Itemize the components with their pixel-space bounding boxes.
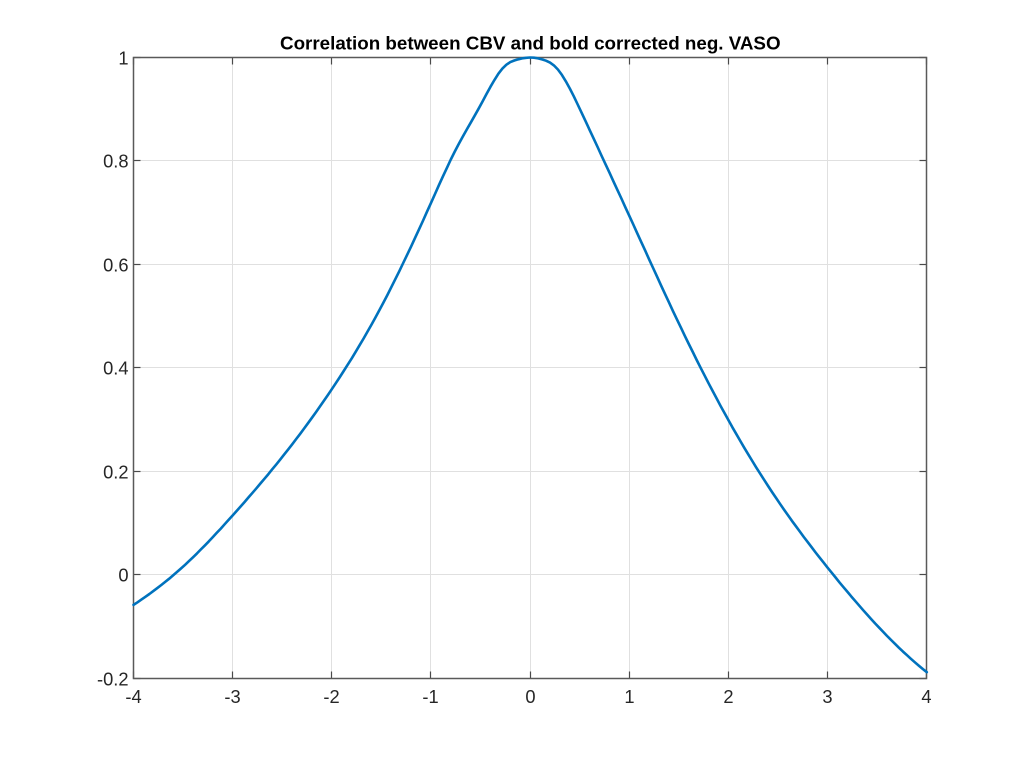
svg-text:0.2: 0.2 xyxy=(103,462,128,483)
svg-text:Correlation between CBV and bo: Correlation between CBV and bold correct… xyxy=(280,32,781,53)
svg-text:4: 4 xyxy=(921,686,931,707)
svg-text:0.8: 0.8 xyxy=(103,151,128,172)
svg-text:0.4: 0.4 xyxy=(103,358,128,379)
svg-text:-0.2: -0.2 xyxy=(97,669,129,690)
svg-text:0: 0 xyxy=(118,565,128,586)
svg-text:2: 2 xyxy=(723,686,733,707)
svg-text:3: 3 xyxy=(822,686,832,707)
svg-text:1: 1 xyxy=(118,48,128,69)
svg-text:-3: -3 xyxy=(224,686,240,707)
svg-text:0: 0 xyxy=(525,686,535,707)
svg-text:-1: -1 xyxy=(422,686,438,707)
svg-text:0.6: 0.6 xyxy=(103,255,128,276)
svg-text:1: 1 xyxy=(624,686,634,707)
svg-text:-4: -4 xyxy=(125,686,141,707)
svg-text:-2: -2 xyxy=(323,686,339,707)
